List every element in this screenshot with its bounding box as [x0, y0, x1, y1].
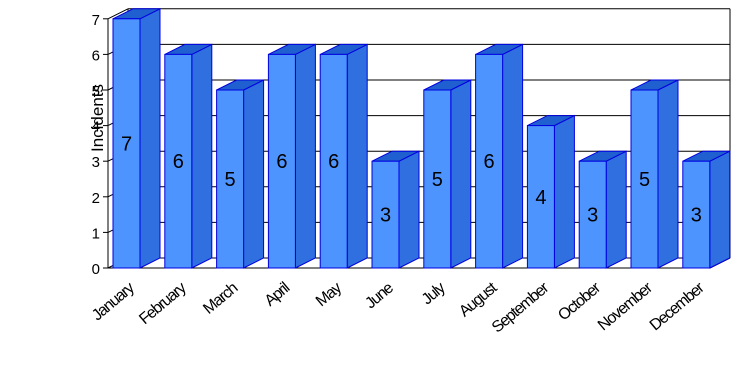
- grid-diag: [107, 8, 129, 20]
- data-label: 3: [691, 205, 702, 227]
- bar-front: [319, 53, 348, 269]
- y-tick-label: 5: [92, 83, 100, 100]
- bar-side: [243, 79, 265, 269]
- x-tick-label: October: [555, 279, 605, 324]
- x-tick-label: December: [647, 279, 709, 334]
- bar-october: 3: [578, 150, 627, 269]
- bar-front: [682, 160, 711, 269]
- x-tick-label: April: [262, 280, 293, 310]
- data-label: 3: [380, 205, 391, 227]
- data-label: 5: [639, 169, 650, 191]
- y-tick-label: 1: [92, 225, 100, 242]
- bar-august: 6: [475, 43, 524, 269]
- bar-front: [371, 160, 400, 269]
- bar-layer: 7 6 5 6 6 3 5 6 4 3 5 3: [112, 7, 731, 269]
- bar-side: [450, 79, 472, 269]
- data-label: 6: [328, 151, 339, 173]
- x-tick-label: November: [595, 279, 657, 334]
- x-tick-label: July: [419, 279, 449, 308]
- bar-november: 5: [630, 79, 679, 269]
- bar-front: [526, 125, 555, 269]
- data-label: 5: [225, 169, 236, 191]
- bar-side: [398, 150, 420, 269]
- bar-front: [423, 89, 452, 269]
- bar-december: 3: [682, 150, 731, 269]
- bar-side: [139, 7, 161, 269]
- bar-front: [630, 89, 659, 269]
- y-tick-label: 7: [92, 12, 100, 29]
- bar-side: [553, 114, 575, 269]
- data-label: 6: [484, 151, 495, 173]
- bar-front: [578, 160, 607, 269]
- data-label: 5: [432, 169, 443, 191]
- bar-front: [216, 89, 245, 269]
- bar-march: 5: [216, 79, 265, 269]
- data-label: 6: [276, 151, 287, 173]
- bar-april: 6: [267, 43, 316, 269]
- x-tick-label: January: [89, 279, 138, 324]
- x-tick-label: June: [362, 279, 397, 312]
- x-tick-label: August: [456, 279, 501, 321]
- x-tick-label: May: [313, 279, 345, 310]
- bar-may: 6: [319, 43, 368, 269]
- bar-side: [294, 43, 316, 269]
- x-tick-label: March: [200, 280, 241, 318]
- bar-side: [709, 150, 731, 269]
- data-label: 3: [587, 205, 598, 227]
- y-tick-label: 2: [92, 190, 100, 207]
- bar-side: [502, 43, 524, 269]
- bar-side: [346, 43, 368, 269]
- y-tick-label: 6: [92, 47, 100, 64]
- bar-side: [657, 79, 679, 269]
- bar-january: 7: [112, 7, 161, 269]
- bar-july: 5: [423, 79, 472, 269]
- bar-side: [191, 43, 213, 269]
- bar-front: [267, 53, 296, 269]
- bar-front: [475, 53, 504, 269]
- bar-february: 6: [164, 43, 213, 269]
- y-tick-label: 4: [92, 119, 100, 136]
- bar-front: [112, 18, 141, 269]
- bar-june: 3: [371, 150, 420, 269]
- x-tick-label: September: [489, 279, 553, 337]
- data-label: 7: [121, 133, 132, 155]
- y-tick-label: 3: [92, 154, 100, 171]
- data-label: 4: [535, 187, 546, 209]
- x-tick-labels: January February March April May June July Augu…: [89, 279, 708, 337]
- data-label: 6: [173, 151, 184, 173]
- bar-side: [605, 150, 627, 269]
- x-tick-label: February: [136, 279, 190, 328]
- y-tick-label: 0: [92, 261, 100, 278]
- bar-september: 4: [526, 114, 575, 269]
- bar-front: [164, 53, 193, 269]
